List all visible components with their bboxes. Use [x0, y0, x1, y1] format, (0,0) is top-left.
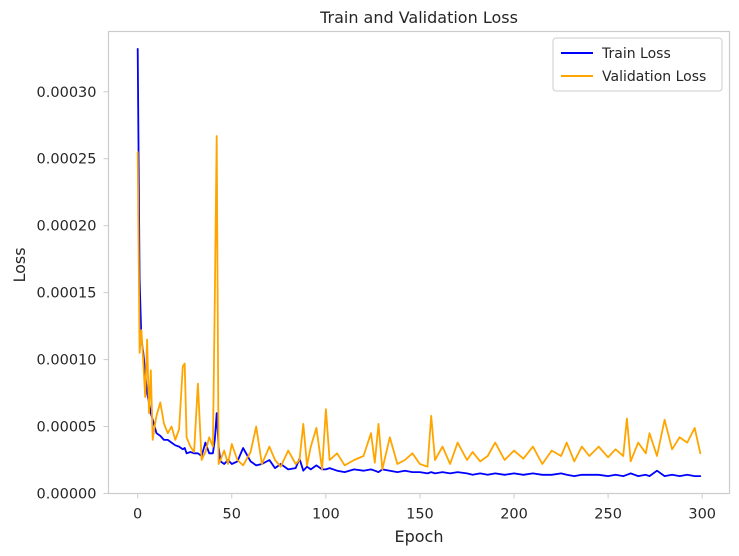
y-tick-label: 0.00025 [37, 152, 97, 168]
x-tick-label: 200 [500, 507, 528, 523]
x-tick-label: 50 [223, 507, 241, 523]
x-tick-label: 250 [594, 507, 622, 523]
y-tick-label: 0.00010 [37, 353, 97, 369]
y-tick-label: 0.00005 [37, 420, 97, 436]
y-tick-label: 0.00020 [37, 219, 97, 235]
x-tick-label: 0 [133, 507, 142, 523]
x-tick-label: 150 [406, 507, 434, 523]
chart-title: Train and Validation Loss [319, 8, 518, 27]
legend-box [552, 37, 723, 92]
validation-loss-line [136, 135, 702, 471]
x-axis-label: Epoch [395, 527, 444, 546]
legend: Train Loss Validation Loss [552, 37, 723, 92]
y-tick-label: 0.00030 [37, 85, 97, 101]
x-tick-label: 300 [688, 507, 716, 523]
y-tick-label: 0.00015 [37, 286, 97, 302]
legend-label-validation: Validation Loss [602, 69, 706, 85]
train-loss-line [136, 48, 702, 478]
plot-frame [107, 30, 731, 495]
series-layer [136, 48, 702, 478]
y-tick-label: 0.00000 [37, 487, 97, 503]
x-axis-ticks: 0 50 100 150 200 250 300 [133, 493, 716, 523]
x-tick-label: 100 [312, 507, 340, 523]
y-axis-label: Loss [10, 247, 29, 282]
y-axis-ticks: 0.00000 0.00005 0.00010 0.00015 0.00020 0.000… [37, 85, 109, 503]
legend-label-train: Train Loss [601, 46, 671, 62]
